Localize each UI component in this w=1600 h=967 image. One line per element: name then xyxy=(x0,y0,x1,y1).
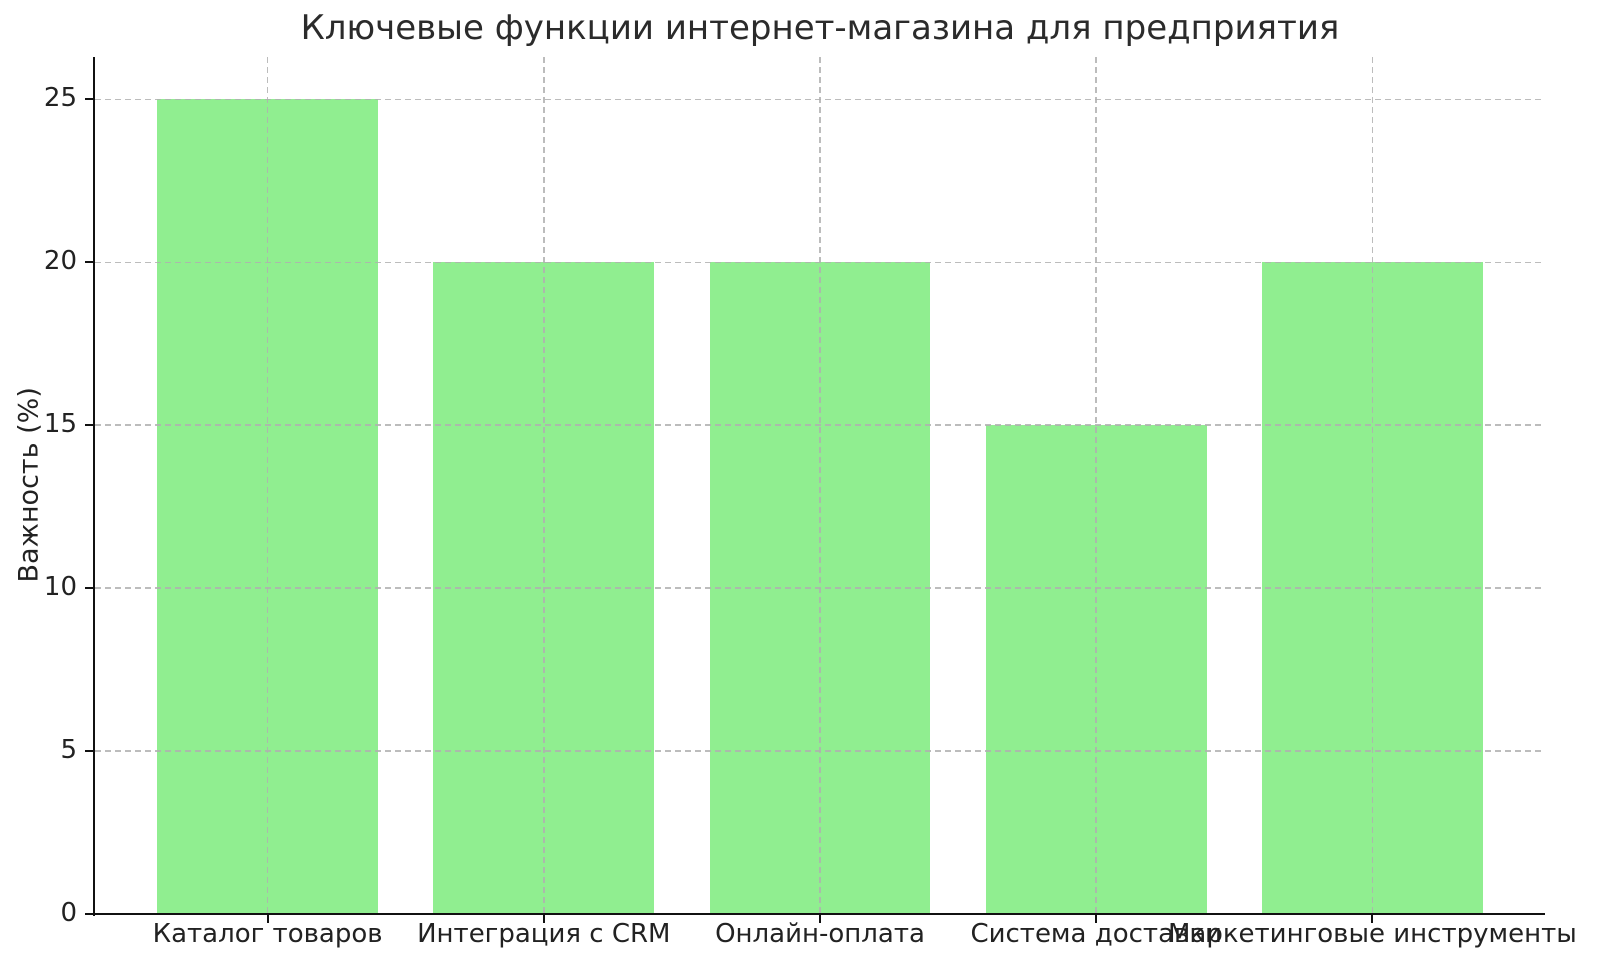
y-tick-mark xyxy=(85,750,93,753)
y-tick-label: 5 xyxy=(60,735,77,766)
v-gridline xyxy=(1095,57,1097,914)
y-tick-mark xyxy=(85,424,93,427)
v-gridline xyxy=(819,57,821,914)
y-tick-mark xyxy=(85,98,93,101)
x-tick-label: Система доставки xyxy=(970,919,1222,949)
v-gridline xyxy=(266,57,269,914)
x-axis-spine xyxy=(93,913,1545,915)
x-tick-label: Интеграция с CRM xyxy=(417,919,671,949)
y-axis-spine xyxy=(93,57,95,916)
x-tick-mark xyxy=(819,915,821,923)
y-tick-mark xyxy=(85,913,93,915)
plot-area xyxy=(95,57,1545,914)
y-tick-label: 25 xyxy=(43,83,77,114)
y-tick-label: 15 xyxy=(43,409,77,440)
x-tick-mark xyxy=(266,915,269,923)
y-tick-label: 20 xyxy=(43,246,77,277)
y-tick-mark xyxy=(85,587,93,590)
y-tick-mark xyxy=(85,261,93,264)
y-tick-label: 10 xyxy=(43,572,77,603)
chart-title: Ключевые функции интернет-магазина для п… xyxy=(300,8,1340,48)
x-tick-label: Маркетинговые инструменты xyxy=(1167,919,1577,949)
x-tick-mark xyxy=(1095,915,1098,923)
y-tick-label: 0 xyxy=(60,898,77,928)
x-tick-mark xyxy=(542,915,545,923)
x-tick-label: Онлайн-оплата xyxy=(715,919,925,949)
v-gridline xyxy=(543,57,545,914)
x-tick-label: Каталог товаров xyxy=(152,919,383,949)
x-tick-mark xyxy=(1371,915,1374,923)
v-gridline xyxy=(1371,57,1374,914)
